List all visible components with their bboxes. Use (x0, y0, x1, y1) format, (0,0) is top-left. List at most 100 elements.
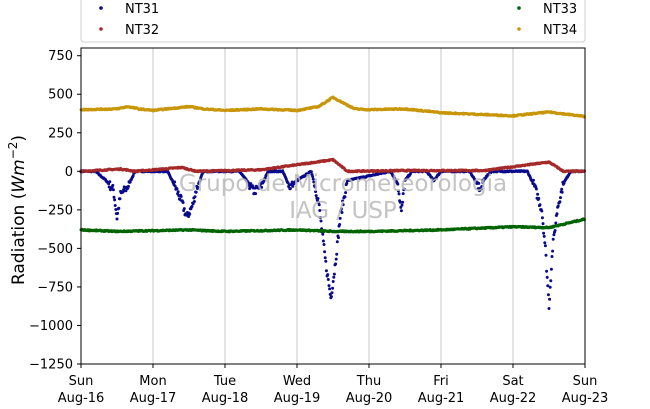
data-point (318, 209, 322, 212)
y-tick-label: 750 (48, 49, 73, 64)
data-point (334, 262, 338, 266)
data-point (311, 177, 315, 181)
data-point (544, 253, 548, 257)
data-point (196, 185, 200, 189)
x-tick-label-date: Aug-16 (58, 391, 105, 406)
data-point (314, 194, 318, 198)
data-point (111, 188, 115, 192)
data-point (543, 241, 547, 245)
data-point (323, 256, 327, 260)
y-tick-label: −1000 (29, 319, 73, 334)
legend-marker-nt32 (99, 27, 103, 31)
data-point (397, 192, 401, 196)
data-point (113, 198, 117, 202)
data-point (108, 180, 112, 184)
data-point (190, 204, 194, 208)
x-tick-label-day: Thu (356, 374, 381, 389)
data-point (399, 209, 403, 213)
data-point (330, 291, 334, 295)
grid-lines (152, 48, 514, 364)
data-point (551, 249, 555, 253)
legend-label-nt33: NT33 (543, 2, 577, 17)
data-point (540, 209, 544, 213)
data-point (188, 212, 192, 216)
data-point (321, 239, 325, 243)
x-tick-label-date: Aug-21 (418, 391, 465, 406)
data-point (326, 273, 330, 277)
data-point (553, 229, 557, 232)
data-point (288, 187, 292, 191)
legend-marker-nt31 (99, 6, 103, 10)
data-point (401, 192, 405, 196)
x-tick-label-day: Fri (433, 374, 449, 389)
watermark-line: Grupo de Micrometeorologia (179, 171, 507, 197)
data-point (340, 211, 344, 214)
data-point (399, 205, 403, 209)
data-point (398, 200, 402, 204)
y-label-text: Radiation ( (9, 193, 29, 285)
y-tick-label: −250 (37, 203, 73, 218)
data-point (118, 197, 122, 201)
data-point (558, 200, 562, 204)
data-point (549, 267, 553, 271)
data-point (114, 208, 118, 211)
data-point (477, 181, 481, 185)
data-point (309, 170, 313, 174)
y-tick-label: −500 (37, 242, 73, 257)
data-point (115, 217, 119, 221)
data-point (321, 232, 325, 236)
data-point (111, 183, 115, 187)
data-point (332, 272, 336, 276)
data-point (537, 197, 541, 200)
data-point (341, 203, 345, 207)
y-label-close: ) (9, 135, 29, 142)
y-label-unit: Wm (9, 159, 29, 192)
data-point (112, 195, 116, 199)
data-point (176, 190, 180, 194)
data-point (551, 237, 555, 241)
data-point (313, 185, 317, 189)
data-point (254, 192, 258, 196)
data-point (556, 204, 560, 208)
data-point (181, 201, 185, 204)
data-point (543, 244, 547, 248)
data-point (332, 275, 336, 279)
y-tick-label: 0 (65, 165, 73, 180)
data-point (198, 179, 202, 183)
x-tick-label-day: Wed (283, 374, 311, 389)
data-point (323, 250, 327, 254)
data-point (249, 182, 253, 186)
series-nt33 (79, 217, 586, 234)
data-point (324, 269, 328, 273)
data-point (335, 240, 339, 244)
data-point (400, 203, 404, 207)
data-point (331, 286, 335, 290)
data-point (555, 212, 559, 216)
data-point (480, 185, 484, 188)
legend-label-nt34: NT34 (543, 23, 577, 38)
x-tick-label-date: Aug-23 (562, 391, 609, 406)
data-point (182, 207, 186, 211)
data-point (311, 175, 315, 178)
data-point (548, 297, 552, 301)
data-point (396, 182, 400, 186)
data-point (344, 191, 348, 195)
axes: 7505002500−250−500−750−1000−1250SunAug-1… (29, 47, 609, 406)
data-point (534, 187, 538, 191)
data-point (554, 221, 558, 225)
data-point (549, 279, 553, 283)
data-point (560, 187, 564, 191)
data-point (317, 203, 321, 207)
legend-marker-nt33 (517, 6, 521, 10)
data-point (552, 233, 556, 237)
data-point (334, 257, 338, 261)
data-point (324, 259, 328, 263)
data-point (401, 200, 405, 204)
data-point (343, 195, 347, 199)
data-point (179, 195, 183, 198)
x-tick-label-date: Aug-22 (490, 391, 537, 406)
data-point (545, 269, 549, 273)
data-point (312, 180, 316, 184)
